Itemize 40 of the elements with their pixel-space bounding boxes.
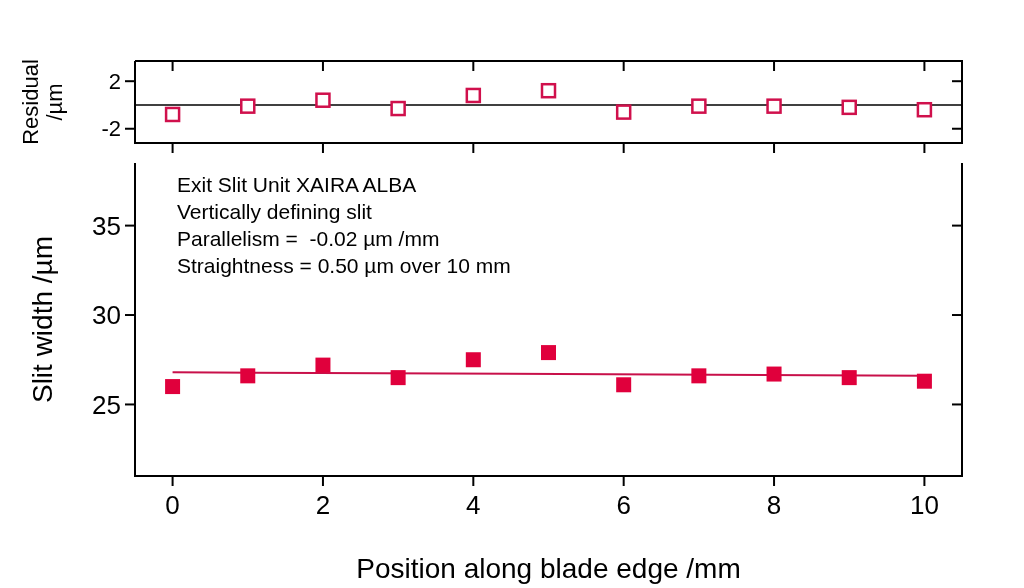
x-tick-label: 0	[165, 490, 180, 520]
x-axis-title: Position along blade edge /mm	[356, 553, 741, 584]
x-tick-label: 8	[766, 490, 782, 520]
point	[315, 92, 331, 108]
y-tick-label: 35	[92, 210, 121, 241]
point	[766, 98, 782, 114]
x-tick-label: 2	[315, 490, 331, 520]
point	[315, 357, 331, 373]
point	[615, 104, 632, 120]
x-tick-label: 6	[616, 490, 631, 520]
point	[841, 99, 857, 116]
point	[390, 100, 406, 117]
annotation: Straightness = 0.50 µm over 10 mm	[177, 254, 511, 277]
point	[164, 106, 181, 123]
y-tick-label: 30	[92, 300, 121, 331]
point	[691, 98, 707, 114]
y-tick-label: 2	[108, 68, 121, 94]
y-axis-title: Residual /µm	[17, 59, 67, 145]
point	[165, 379, 181, 395]
point	[691, 368, 707, 384]
annotation: Exit Slit Unit XAIRA ALBA	[177, 173, 417, 196]
point	[916, 373, 932, 389]
point	[240, 98, 256, 114]
point	[766, 366, 782, 382]
point	[541, 345, 556, 361]
point	[841, 370, 857, 386]
y-tick-label: 25	[92, 389, 121, 420]
annotation: Parallelism = -0.02 µm /mm	[177, 227, 440, 250]
annotation: Vertically defining slit	[177, 200, 373, 223]
point	[916, 101, 933, 118]
point	[540, 82, 557, 99]
point	[390, 370, 406, 386]
x-tick-label: 10	[909, 490, 939, 520]
x-tick-label: 4	[466, 490, 481, 520]
point	[616, 377, 632, 393]
y-axis-title: Slit width /µm	[26, 235, 58, 404]
point	[465, 352, 481, 368]
point	[240, 368, 256, 384]
y-tick-label: -2	[101, 116, 121, 142]
point	[465, 87, 482, 104]
